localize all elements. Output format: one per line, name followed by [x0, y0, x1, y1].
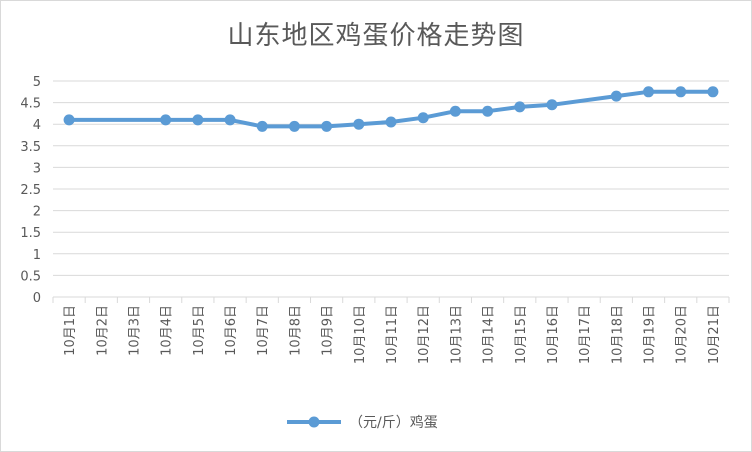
x-tick-label: 10月15日: [514, 305, 529, 364]
x-tick-label: 10月18日: [610, 305, 625, 364]
x-tick-label: 10月6日: [224, 305, 239, 356]
y-tick-label: 3.5: [20, 140, 41, 155]
y-tick-label: 0: [33, 291, 41, 306]
x-tick-label: 10月1日: [63, 305, 78, 356]
legend-label: （元/斤）鸡蛋: [349, 414, 438, 431]
data-point: [288, 120, 300, 132]
y-axis: 0 0.5 1 1.5 2 2.5 3 3.5 4 4.5 5: [20, 75, 41, 306]
x-axis: 10月1日 10月2日 10月3日 10月4日 10月5日 10月6日 10月7日 10月8日…: [52, 296, 730, 364]
y-tick-label: 2: [33, 205, 41, 220]
x-tick-label: 10月3日: [127, 305, 142, 356]
x-tick-label: 10月21日: [707, 305, 722, 364]
data-point: [417, 112, 429, 124]
data-point: [514, 101, 526, 113]
data-point: [546, 99, 558, 111]
data-point: [643, 86, 655, 98]
data-point: [256, 120, 268, 132]
x-tick-label: 10月17日: [578, 305, 593, 364]
x-tick-label: 10月14日: [482, 305, 497, 364]
y-tick-label: 0.5: [20, 269, 41, 284]
chart-title: 山东地区鸡蛋价格走势图: [227, 21, 525, 51]
x-tick-label: 10月7日: [256, 305, 271, 356]
x-tick-label: 10月16日: [546, 305, 561, 364]
y-tick-label: 4.5: [20, 97, 41, 112]
data-point: [385, 116, 397, 128]
legend-point-marker: [308, 416, 320, 428]
x-tick-label: 10月9日: [321, 305, 336, 356]
data-point: [192, 114, 204, 126]
data-point: [321, 120, 333, 132]
x-tick-label: 10月4日: [160, 305, 175, 356]
data-point: [160, 114, 172, 126]
x-tick-label: 10月11日: [385, 305, 400, 364]
x-tick-label: 10月2日: [95, 305, 110, 356]
y-tick-label: 4: [33, 118, 41, 133]
data-point: [675, 86, 687, 98]
y-tick-label: 2.5: [20, 183, 41, 198]
x-tick-label: 10月12日: [417, 305, 432, 364]
legend: （元/斤）鸡蛋: [287, 414, 438, 431]
data-point: [610, 90, 622, 102]
grid-lines: [53, 80, 729, 276]
y-tick-label: 5: [33, 75, 41, 90]
data-point: [353, 118, 365, 130]
x-tick-label: 10月20日: [675, 305, 690, 364]
data-point: [63, 114, 75, 126]
series-layer: [63, 86, 719, 132]
x-tick-label: 10月5日: [192, 305, 207, 356]
y-tick-label: 1.5: [20, 226, 41, 241]
x-tick-label: 10月8日: [288, 305, 303, 356]
data-point: [482, 105, 494, 117]
y-tick-label: 1: [33, 248, 41, 263]
data-point: [707, 86, 719, 98]
data-point: [224, 114, 236, 126]
x-tick-label: 10月13日: [449, 305, 464, 364]
data-point: [449, 105, 461, 117]
x-tick-label: 10月10日: [353, 305, 368, 364]
y-tick-label: 3: [33, 161, 41, 176]
x-tick-label: 10月19日: [643, 305, 658, 364]
